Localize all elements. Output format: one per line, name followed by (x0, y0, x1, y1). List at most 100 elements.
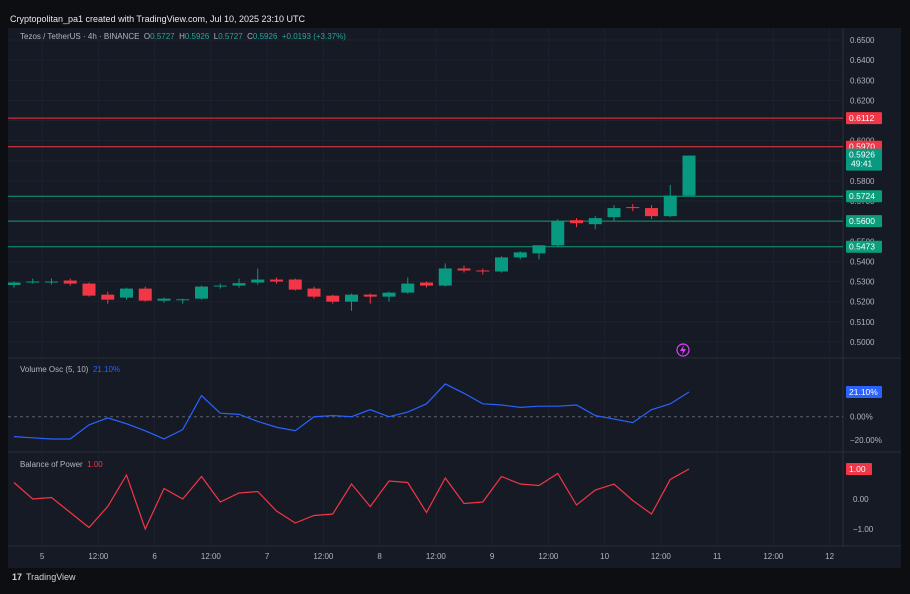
time-tick-label: 10 (600, 552, 609, 561)
time-tick-label: 12 (825, 552, 834, 561)
candle-body (251, 279, 265, 283)
level-label: 0.6112 (849, 113, 875, 123)
last-price-label: 0.5926 (849, 150, 875, 160)
change-value: +0.0193 (+3.37%) (281, 32, 346, 41)
candle-body (607, 208, 621, 218)
candle-body (382, 292, 396, 297)
price-tick-label: 0.6300 (850, 76, 875, 85)
time-tick-label: 7 (265, 552, 270, 561)
footer-brand: TradingView (26, 572, 76, 582)
bop-tick-label: 0.00 (853, 495, 869, 504)
candle-body (307, 288, 321, 297)
candle-body (363, 294, 377, 297)
candle-body (551, 221, 565, 246)
lightning-icon (680, 345, 686, 355)
price-tick-label: 0.6400 (850, 56, 875, 65)
candle-body (26, 281, 40, 283)
bop-title: Balance of Power (20, 460, 83, 469)
open-label: O (143, 32, 151, 41)
candle-body (645, 208, 658, 217)
close-value: 0.5926 (252, 32, 278, 41)
level-label: 0.5724 (849, 191, 875, 201)
price-tick-label: 0.5100 (850, 318, 875, 327)
candle-body (120, 288, 133, 298)
candle-body (232, 283, 246, 286)
level-label-bg (846, 190, 882, 203)
price-tick-label: 0.5800 (850, 177, 875, 186)
price-tick-label: 0.6500 (850, 36, 875, 45)
time-tick-label: 5 (40, 552, 45, 561)
bop-tick-label: −1.00 (853, 525, 874, 534)
level-label-bg (846, 240, 882, 253)
candle-body (513, 252, 527, 258)
candle-body (532, 245, 546, 254)
price-tick-label: 0.5300 (850, 278, 875, 287)
price-tick-label: 0.6200 (850, 96, 875, 105)
candle-body (401, 283, 415, 293)
volume-osc-value-bg (846, 385, 882, 398)
candle-body (682, 155, 696, 196)
last-price-label-bg (846, 148, 882, 171)
time-tick-label: 12:00 (201, 552, 222, 561)
high-label: H (179, 32, 185, 41)
attribution-header: Cryptopolitan_pa1 created with TradingVi… (10, 14, 306, 24)
low-value: 0.5727 (218, 32, 243, 41)
bop-value-bg (846, 463, 872, 475)
volume-osc-tick-label: 0.00% (850, 413, 873, 422)
price-tick-label: 0.5200 (850, 298, 875, 307)
bop-line (13, 468, 690, 531)
low-label: L (213, 32, 219, 41)
level-label: 0.5473 (849, 242, 875, 252)
volume-osc-value-label: 21.10% (849, 387, 878, 397)
chart-area[interactable]: 0.65000.64000.63000.62000.61000.60000.59… (7, 28, 901, 568)
candle-body (495, 257, 508, 272)
volume-osc-legend: Volume Osc (5, 10) 21.10% (20, 365, 120, 374)
candle-body (288, 279, 302, 290)
candle-body (270, 279, 283, 282)
candle-body (663, 195, 677, 217)
bop-value-label: 1.00 (849, 464, 866, 474)
tradingview-logo-icon: 17 (12, 572, 23, 582)
candle-body (626, 207, 640, 209)
candle-body (7, 282, 21, 285)
volume-osc-line (13, 383, 690, 440)
bop-legend: Balance of Power 1.00 (20, 460, 103, 469)
candle-body (457, 268, 471, 271)
time-tick-label: 9 (490, 552, 495, 561)
level-label: 0.5970 (849, 142, 875, 152)
candle-body (345, 294, 358, 302)
candle-body (138, 288, 152, 301)
candle-body (570, 220, 583, 224)
level-label-bg (846, 215, 882, 228)
time-tick-label: 12:00 (538, 552, 559, 561)
level-label-bg (846, 112, 882, 125)
time-tick-label: 12:00 (651, 552, 672, 561)
candle-body (588, 218, 602, 225)
candle-body (82, 283, 96, 296)
volume-osc-tick-label: −20.00% (850, 436, 882, 445)
time-tick-label: 12:00 (426, 552, 447, 561)
symbol-legend: Tezos / TetherUS · 4h · BINANCE O0.5727 … (20, 32, 346, 41)
high-value: 0.5926 (184, 32, 210, 41)
candle-body (438, 268, 452, 286)
close-label: C (247, 32, 253, 41)
candle-body (195, 286, 208, 299)
candle-body (476, 270, 490, 272)
candle-body (213, 285, 227, 287)
footer: 17 TradingView (12, 572, 76, 582)
open-value: 0.5727 (150, 32, 175, 41)
chart-svg[interactable]: 0.65000.64000.63000.62000.61000.60000.59… (7, 28, 901, 568)
candle-body (157, 298, 171, 301)
candle-body (420, 282, 433, 286)
time-tick-label: 12:00 (763, 552, 784, 561)
symbol-name: Tezos / TetherUS · 4h · BINANCE (20, 32, 140, 41)
level-label: 0.5600 (849, 216, 875, 226)
bop-value: 1.00 (87, 460, 103, 469)
lightning-icon (676, 343, 690, 357)
candle-body (63, 280, 77, 284)
candle-body (176, 299, 190, 301)
countdown-label: 49:41 (851, 159, 873, 169)
time-tick-label: 11 (713, 552, 722, 561)
price-tick-label: 0.5000 (850, 338, 875, 347)
